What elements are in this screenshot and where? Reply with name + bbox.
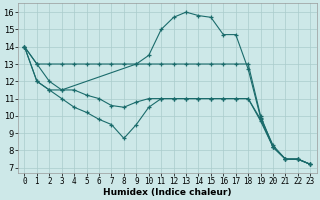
X-axis label: Humidex (Indice chaleur): Humidex (Indice chaleur) <box>103 188 232 197</box>
